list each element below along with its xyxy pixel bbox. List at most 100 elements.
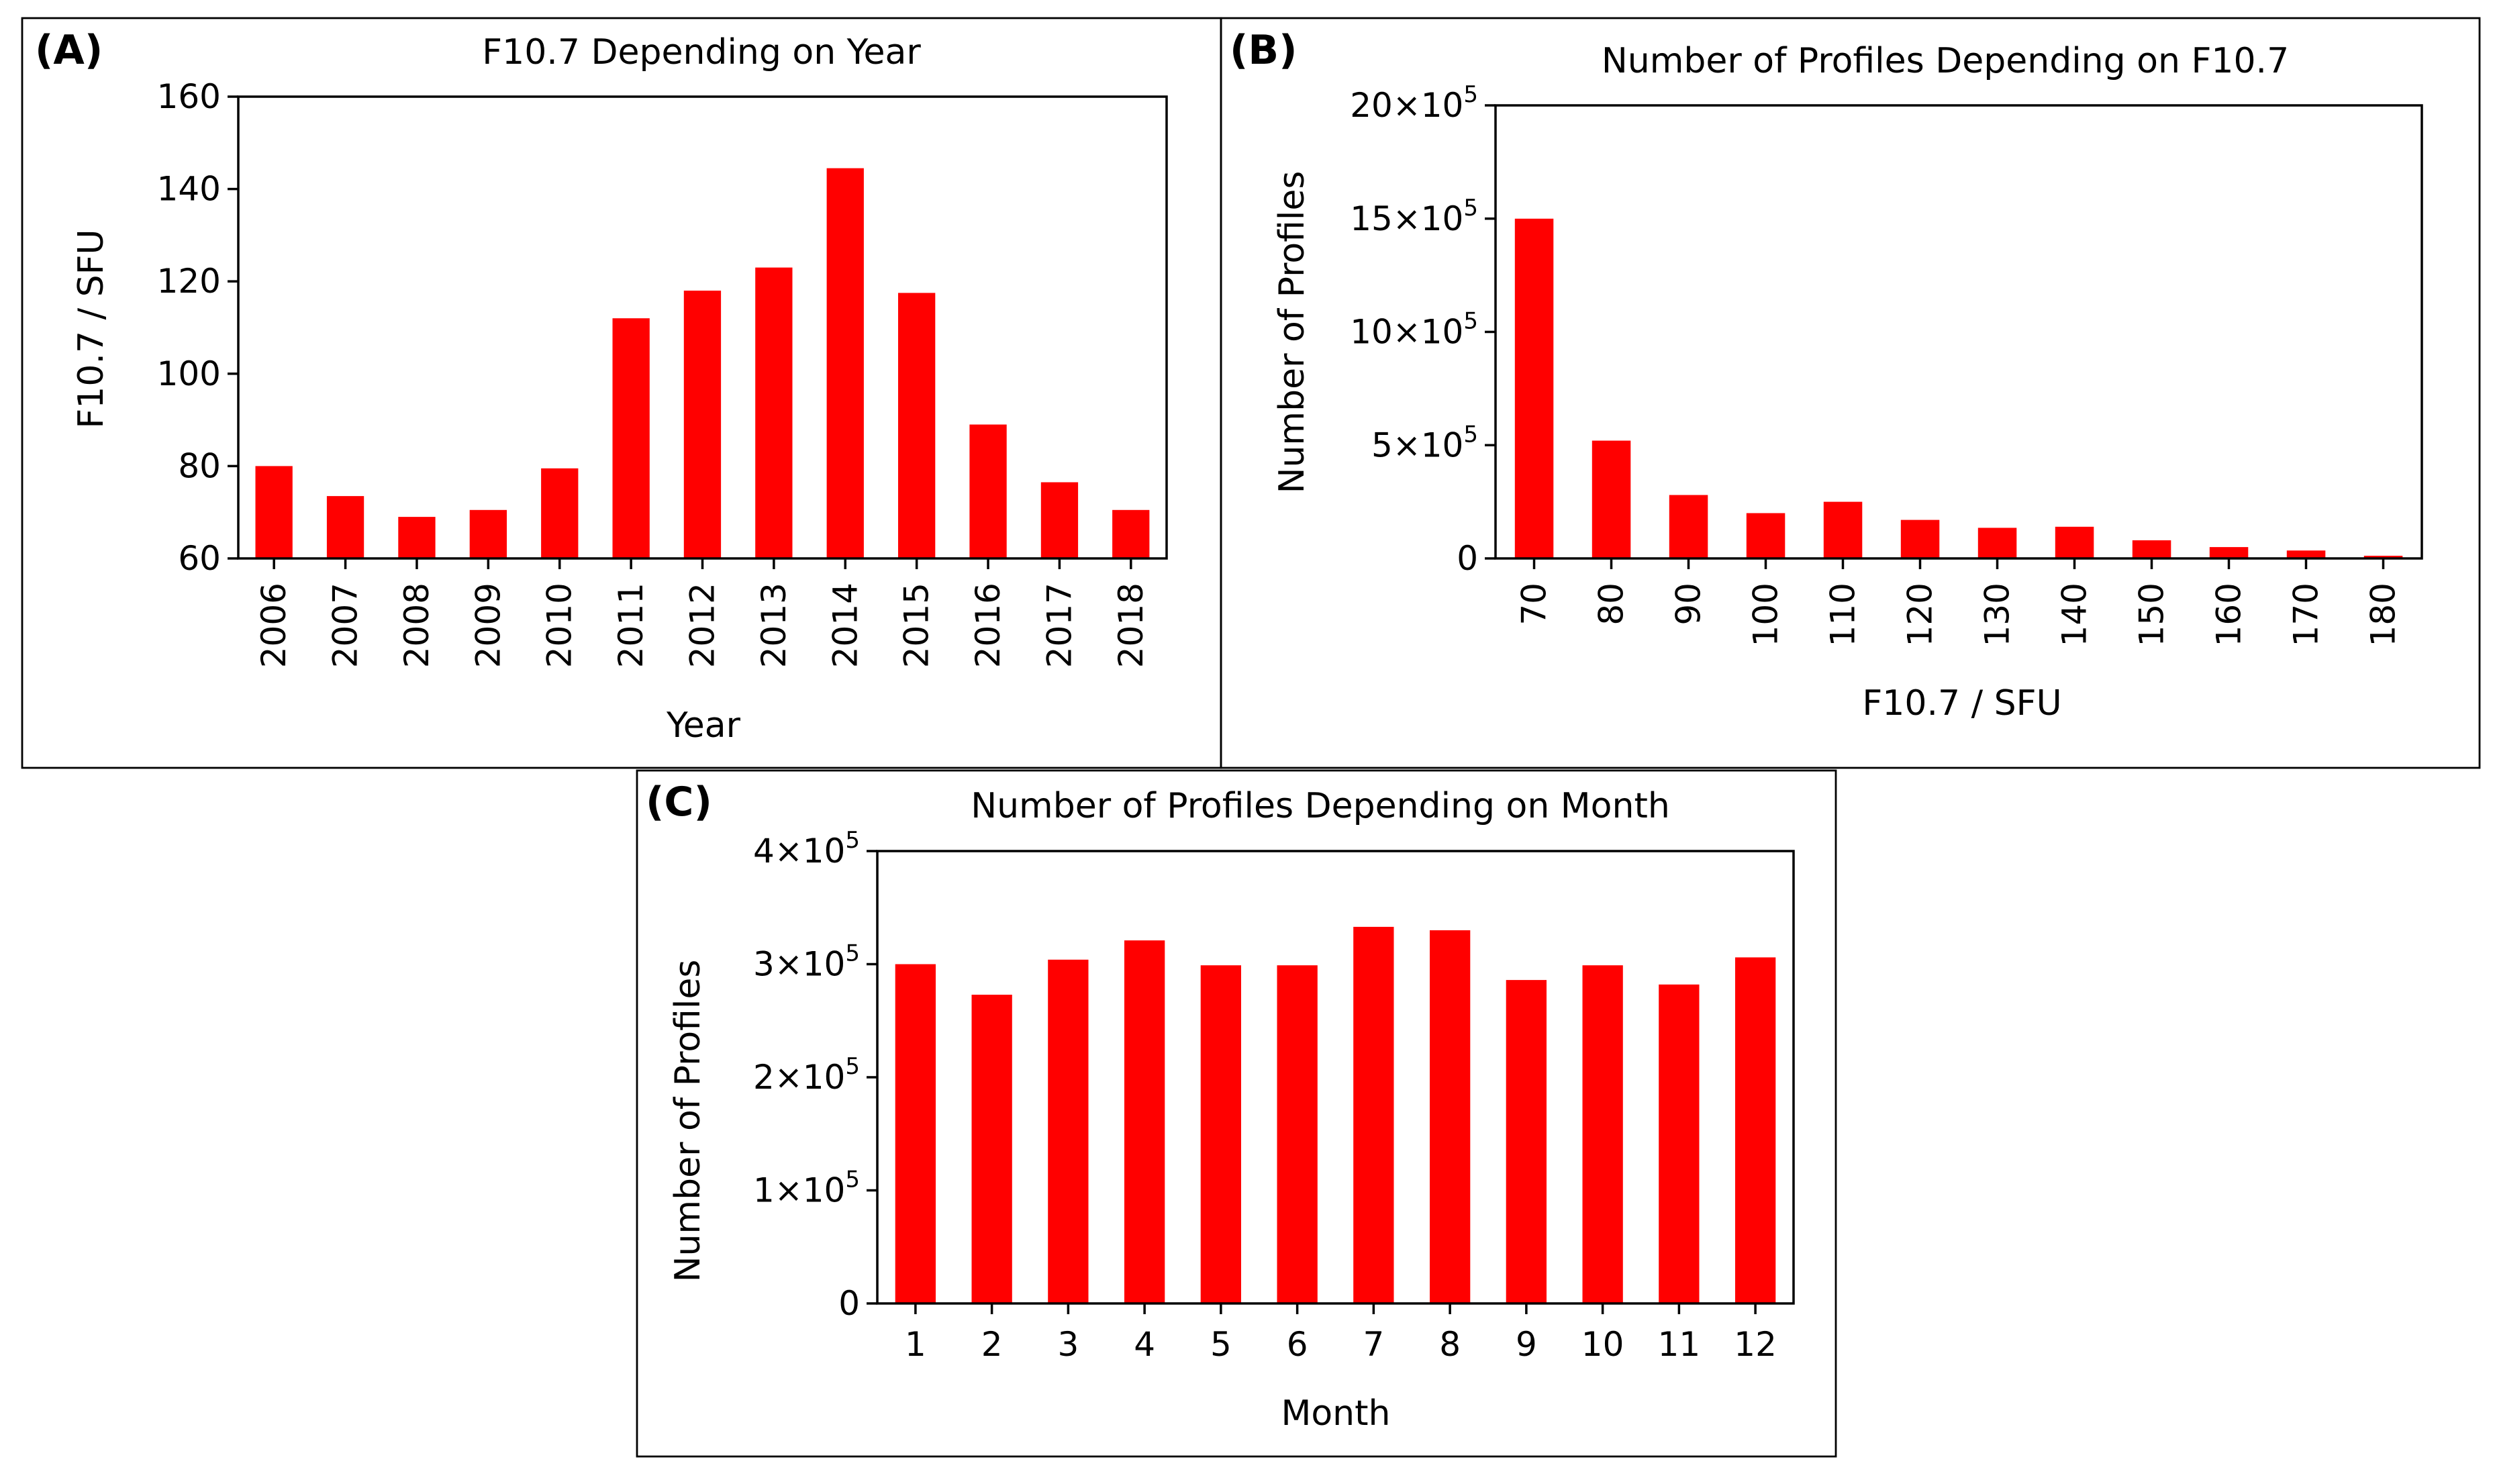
panel-a-y-tick-label: 60: [178, 539, 221, 578]
panel-c-x-tick-label: 9: [1516, 1325, 1537, 1364]
panel-c-y-tick-label: 0: [838, 1284, 860, 1323]
panel-a-x-tick-label: 2010: [540, 583, 579, 668]
panel-b-y-tick-base: 15×10: [1350, 199, 1463, 238]
panel-b-y-tick-exponent: 5: [1463, 421, 1478, 448]
panel-a-x-tick-label: 2008: [397, 583, 436, 668]
panel-c-bar-4: [1124, 940, 1165, 1303]
panel-c-x-tick-label: 11: [1658, 1325, 1701, 1364]
panel-a-y-axis-title: F10.7 / SFU: [71, 229, 111, 428]
panel-c-x-tick-label: 8: [1439, 1325, 1461, 1364]
panel-b-y-tick-label: 20×105: [1350, 81, 1478, 125]
panel-c-x-tick-label: 2: [981, 1325, 1003, 1364]
panel-a-x-axis-title: Year: [666, 705, 741, 746]
panel-a-y-tick-label: 140: [157, 170, 221, 209]
panel-c-bar-2: [971, 995, 1012, 1303]
panel-c-y-tick-exponent: 5: [845, 827, 860, 854]
panel-a: (A) F10.7 Depending on Year 60 80 100 120 14…: [21, 17, 1222, 769]
panel-a-bar-2007: [326, 496, 364, 558]
panel-b-bar-130: [1977, 528, 2017, 558]
panel-b-x-tick-label: 140: [2055, 583, 2094, 646]
panel-a-x-tick-label: 2012: [683, 583, 722, 668]
panel-a-y-tick-label: 100: [157, 354, 221, 393]
panel-b-x-tick-label: 130: [1978, 583, 2017, 646]
panel-c-x-tick-label: 7: [1363, 1325, 1384, 1364]
panel-a-plot: 60 80 100 120 140 160 2006 2007 2008 2009 2010 2011…: [157, 77, 1168, 668]
panel-b-x-tick-label: 80: [1592, 583, 1631, 626]
panel-a-x-tick-label: 2015: [897, 583, 936, 668]
panel-c-x-tick-label: 12: [1734, 1325, 1777, 1364]
panel-c-y-tick-label: 2×105: [753, 1053, 860, 1097]
panel-b-y-tick-base: 10×10: [1350, 313, 1463, 352]
panel-b-y-tick-exponent: 5: [1463, 195, 1478, 221]
panel-b-bar-140: [2055, 526, 2094, 559]
panel-b-y-tick-label: 5×105: [1371, 421, 1478, 464]
panel-b-x-tick-label: 160: [2210, 583, 2249, 646]
panel-a-y-tick-label: 80: [178, 446, 221, 485]
panel-c-bar-10: [1582, 965, 1623, 1303]
panel-c-bar-9: [1506, 980, 1547, 1303]
panel-c-bar-3: [1048, 959, 1089, 1303]
panel-b: (B) Number of Profiles Depending on F10.…: [1220, 17, 2481, 769]
panel-c-y-tick-base: 3×10: [753, 945, 845, 984]
panel-a-bar-2014: [826, 168, 864, 559]
panel-b-bar-110: [1823, 501, 1863, 558]
panel-a-x-tick-label: 2017: [1040, 583, 1079, 668]
panel-c-frame: [636, 769, 1837, 1458]
panel-b-x-tick-label: 100: [1747, 583, 1785, 646]
panel-a-label: (A): [35, 27, 103, 74]
panel-c-x-tick-label: 6: [1287, 1325, 1308, 1364]
panel-c-bar-8: [1430, 930, 1471, 1303]
panel-b-frame: [1220, 17, 2481, 769]
panel-c-y-tick-base: 1×10: [753, 1171, 845, 1210]
panel-a-bar-2013: [755, 267, 793, 558]
panel-b-x-tick-label: 110: [1824, 583, 1863, 646]
panel-a-x-tick-label: 2007: [326, 583, 365, 668]
panel-b-x-tick-label: 70: [1515, 583, 1554, 626]
panel-b-y-tick-label: 15×105: [1350, 195, 1478, 238]
panel-b-y-axis-title: Number of Profiles: [1272, 171, 1312, 494]
panel-b-x-tick-label: 170: [2287, 583, 2326, 646]
panel-a-bar-2006: [255, 466, 293, 558]
panel-c-y-tick-label: 3×105: [753, 940, 860, 984]
panel-a-x-tick-label: 2016: [969, 583, 1008, 668]
panel-c-y-tick-exponent: 5: [845, 940, 860, 967]
panel-b-bar-120: [1900, 520, 1940, 558]
panel-b-y-tick-exponent: 5: [1463, 308, 1478, 335]
panel-c: (C) Number of Profiles Depending on Mont…: [636, 769, 1837, 1458]
panel-b-y-tick-base: 5×10: [1371, 426, 1463, 464]
panel-c-bar-5: [1200, 965, 1241, 1303]
panel-b-y-tick-base: 20×10: [1350, 86, 1463, 125]
panel-a-bar-2011: [612, 318, 650, 558]
panel-a-bar-2015: [898, 293, 936, 558]
panel-c-bar-7: [1353, 926, 1394, 1303]
panel-b-x-tick-label: 180: [2364, 583, 2403, 646]
panel-c-y-tick-exponent: 5: [845, 1167, 860, 1193]
panel-a-y-tick-label: 120: [157, 262, 221, 301]
panel-a-x-tick-label: 2009: [469, 583, 507, 668]
panel-a-bar-2017: [1040, 482, 1079, 558]
panel-b-label: (B): [1230, 27, 1298, 74]
panel-b-y-tick-label: 10×105: [1350, 308, 1478, 352]
panel-c-bar-1: [895, 964, 936, 1303]
panel-c-label: (C): [646, 779, 712, 826]
panel-c-y-tick-base: 4×10: [753, 832, 845, 871]
panel-c-x-tick-label: 1: [905, 1325, 926, 1364]
panel-b-y-tick-base: 0: [1457, 539, 1478, 578]
panel-c-title: Number of Profiles Depending on Month: [971, 786, 1670, 826]
panel-c-x-tick-label: 3: [1057, 1325, 1079, 1364]
panel-c-x-tick-label: 5: [1210, 1325, 1232, 1364]
panel-a-bar-2018: [1112, 509, 1150, 558]
panel-b-bar-170: [2286, 550, 2326, 558]
panel-c-y-tick-label: 1×105: [753, 1167, 860, 1210]
panel-a-bar-2016: [969, 424, 1007, 558]
panel-b-bar-160: [2209, 547, 2249, 558]
panel-a-title: F10.7 Depending on Year: [482, 32, 921, 72]
panel-c-x-tick-label: 4: [1134, 1325, 1155, 1364]
panel-c-bar-12: [1735, 957, 1776, 1303]
panel-a-x-tick-label: 2006: [254, 583, 293, 668]
panel-c-y-tick-base: 2×10: [753, 1058, 845, 1097]
panel-a-bar-2012: [683, 291, 722, 558]
panel-a-bar-2008: [398, 517, 436, 558]
